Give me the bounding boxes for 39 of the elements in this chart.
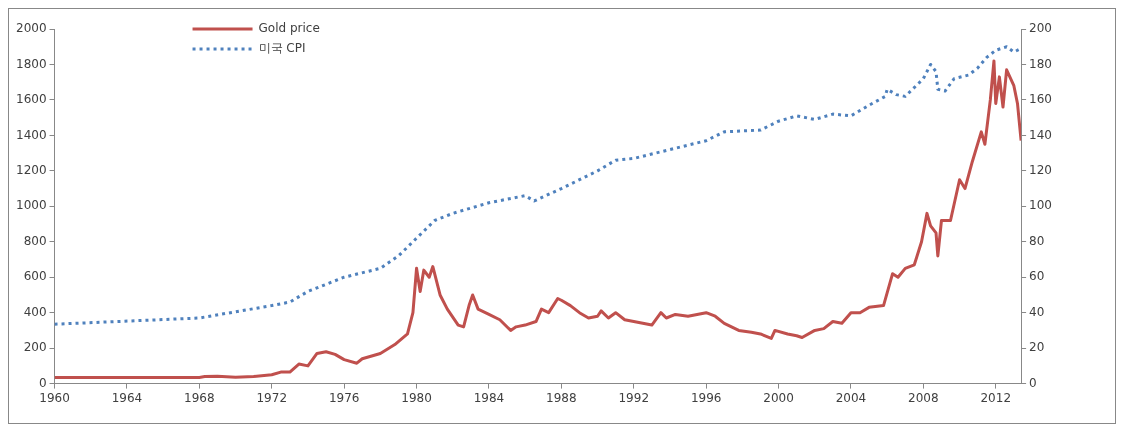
x-tick-label: 1968: [184, 390, 215, 405]
y-tick-label: 1400: [15, 127, 47, 142]
line-series: [54, 45, 1022, 326]
y-tick-label: 1000: [15, 198, 47, 213]
y-tick-label: 600: [23, 269, 47, 284]
x-tick-label: 1992: [618, 390, 650, 405]
legend-label: 미국 CPI: [258, 41, 306, 56]
y-tick-label: 400: [23, 304, 47, 319]
y2-tick-label: 40: [1029, 304, 1045, 319]
y2-tick-label: 180: [1029, 56, 1052, 71]
x-tick-label: 1984: [473, 390, 505, 405]
y-tick-label: 0: [38, 375, 47, 390]
y2-tick-label: 100: [1029, 198, 1052, 213]
y2-tick-label: 60: [1029, 269, 1045, 284]
y-tick-label: 2000: [15, 21, 47, 36]
y-tick-label: 200: [23, 340, 47, 355]
y2-tick-label: 0: [1029, 375, 1037, 390]
x-tick-label: 1960: [39, 390, 70, 405]
x-tick-label: 2008: [908, 390, 939, 405]
y2-tick-label: 20: [1029, 340, 1045, 355]
x-tick-label: 1988: [546, 390, 577, 405]
x-tick-label: 1976: [328, 390, 360, 405]
y-tick-label: 800: [23, 233, 47, 248]
y-tick-label: 1600: [15, 92, 47, 107]
legend-label: Gold price: [258, 21, 320, 36]
x-tick-label: 2012: [980, 390, 1012, 405]
y-tick-label: 1200: [15, 162, 47, 177]
y2-tick-label: 120: [1029, 162, 1052, 177]
y2-tick-label: 140: [1029, 127, 1052, 142]
x-tick-label: 1980: [401, 390, 432, 405]
y2-tick-label: 80: [1029, 233, 1045, 248]
y2-tick-label: 200: [1029, 21, 1052, 36]
x-tick-label: 2000: [763, 390, 794, 405]
y-tick-label: 1800: [15, 56, 47, 71]
x-tick-label: 2004: [835, 390, 867, 405]
y2-tick-label: 160: [1029, 92, 1052, 107]
x-tick-label: 1972: [256, 390, 288, 405]
x-tick-label: 1964: [111, 390, 143, 405]
x-tick-label: 1996: [690, 390, 722, 405]
